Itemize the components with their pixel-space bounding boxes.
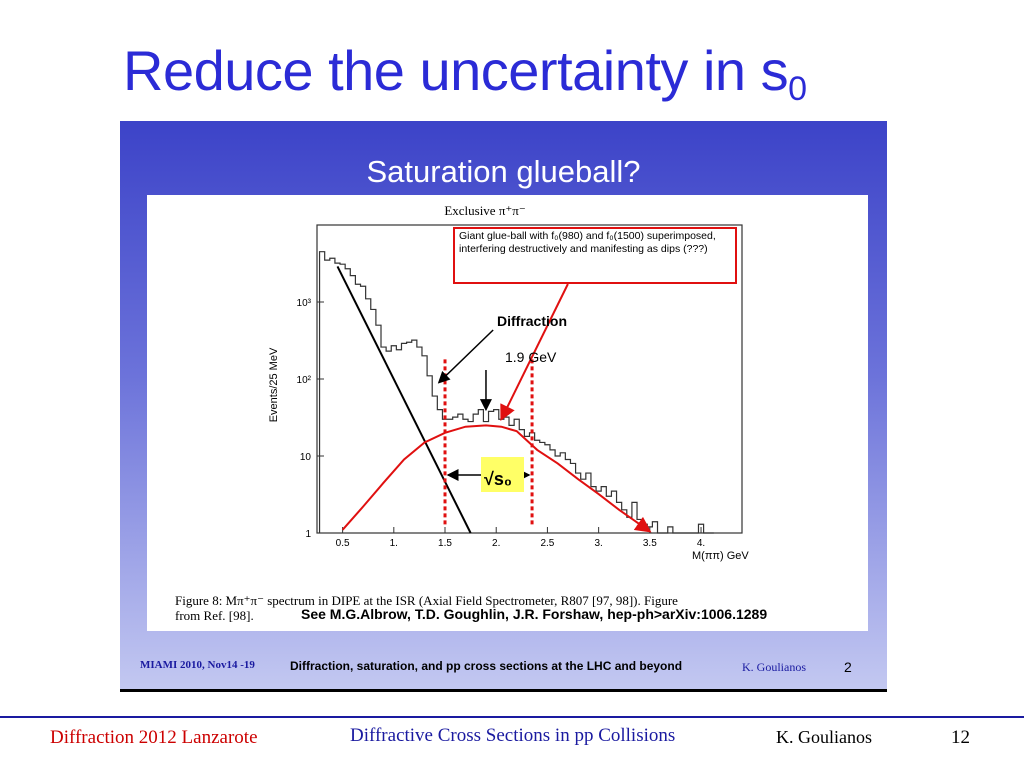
y-tick-label: 1	[305, 529, 311, 540]
x-tick-label: 4.	[697, 538, 705, 549]
diffraction-label: Diffraction	[497, 313, 567, 329]
x-axis-label: M(ππ) GeV	[692, 550, 749, 562]
slide-title-text: Reduce the uncertainty in s	[123, 39, 789, 102]
panel-footer-left: MIAMI 2010, Nov14 -19	[140, 659, 255, 671]
x-tick-label: 1.5	[438, 538, 452, 549]
gev-label: 1.9 GeV	[505, 349, 557, 365]
footer-page-number: 12	[951, 727, 970, 748]
plot-box: Exclusive π⁺π⁻ 0.5 1. 1.5 2. 2.5 3. 3.5 4. 1 10 1…	[147, 195, 868, 631]
caption-reference: See M.G.Albrow, T.D. Goughlin, J.R. Fors…	[301, 606, 768, 622]
y-tick-label: 10²	[297, 375, 312, 386]
figure-caption: Figure 8: Mπ⁺π⁻ spectrum in DIPE at the …	[175, 593, 865, 623]
panel-footer-page: 2	[844, 659, 852, 675]
footer-author: K. Goulianos	[776, 727, 872, 747]
x-tick-label: 2.	[492, 538, 500, 549]
fit-curve	[341, 424, 652, 533]
y-tick-label: 10	[300, 452, 312, 463]
panel-footer-author: K. Goulianos	[742, 660, 806, 674]
glueball-annotation: Giant glue-ball with f₀(980) and f₀(1500…	[459, 230, 716, 255]
diffraction-arrow	[437, 329, 494, 384]
slide-title: Reduce the uncertainty in s0	[123, 38, 807, 109]
x-tick-label: 2.5	[540, 538, 554, 549]
glueball-arrow	[500, 283, 569, 422]
panel-title: Saturation glueball?	[366, 154, 641, 189]
x-tick-label: 1.	[390, 538, 398, 549]
footer-center: Diffractive Cross Sections in pp Collisi…	[350, 725, 676, 746]
embedded-slide-panel: Saturation glueball? Exclusive π⁺π⁻ 0.5 1…	[120, 121, 887, 692]
sqrt-s0-label: √s₀	[484, 469, 512, 489]
x-tick-label: 0.5	[336, 538, 350, 549]
sqrt-s0-highlight	[481, 457, 524, 492]
caption-line-2: from Ref. [98].	[175, 608, 254, 623]
footer-left: Diffraction 2012 Lanzarote	[50, 727, 258, 748]
chart-title: Exclusive π⁺π⁻	[444, 203, 525, 218]
panel-footer: MIAMI 2010, Nov14 -19 Diffraction, satur…	[120, 649, 887, 689]
footer-rule	[0, 716, 1024, 718]
caption-line-1: Figure 8: Mπ⁺π⁻ spectrum in DIPE at the …	[175, 593, 678, 608]
y-axis-label: Events/25 MeV	[268, 347, 280, 422]
x-tick-label: 3.	[594, 538, 602, 549]
chart: Exclusive π⁺π⁻ 0.5 1. 1.5 2. 2.5 3. 3.5 4. 1 10 1…	[268, 203, 749, 562]
histogram-series	[318, 251, 714, 534]
glueball-annotation-box	[453, 227, 737, 284]
y-tick-label: 10³	[297, 298, 312, 309]
panel-footer-center: Diffraction, saturation, and pp cross se…	[290, 659, 683, 673]
x-tick-label: 3.5	[643, 538, 657, 549]
diffraction-line	[336, 265, 472, 534]
slide-title-subscript: 0	[788, 70, 807, 108]
